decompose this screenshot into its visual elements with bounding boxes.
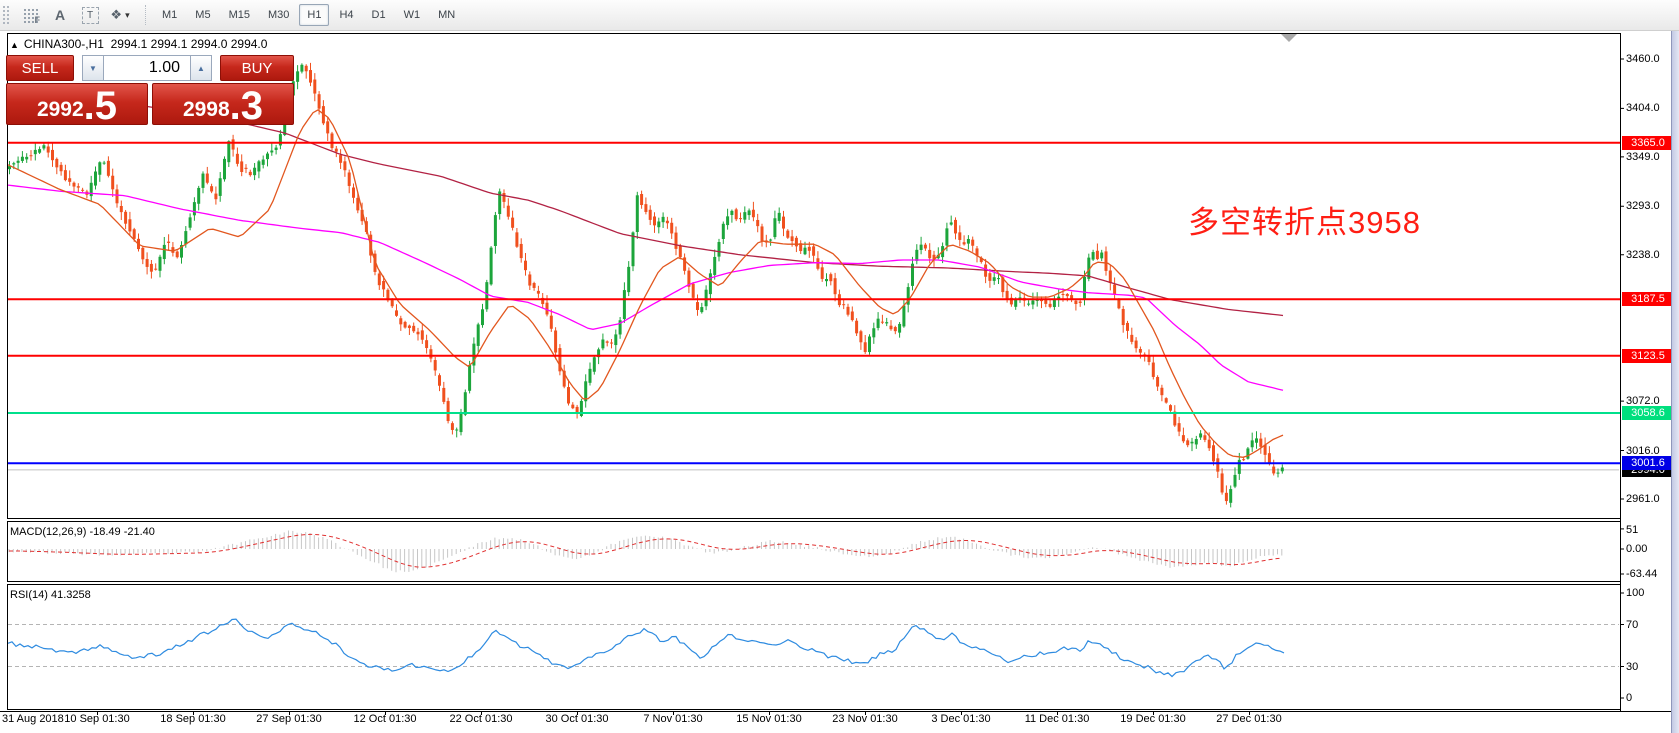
symbols-grid-icon[interactable]: F <box>18 4 42 26</box>
bid-pips: .5 <box>83 84 118 128</box>
timeframe-button-m5[interactable]: M5 <box>195 9 211 21</box>
toolbar-divider <box>145 5 147 25</box>
timeframe-button-mn[interactable]: MN <box>438 9 456 21</box>
timeframe-button-m15[interactable]: M15 <box>228 9 250 21</box>
bid-main: 2992 <box>36 98 84 121</box>
timeframe-button-m30[interactable]: M30 <box>267 9 290 21</box>
bid-price-panel[interactable]: 2992 .5 <box>6 83 148 128</box>
label-tool-icon[interactable]: T <box>78 4 102 26</box>
dropdown-caret-icon: ▾ <box>125 9 130 20</box>
volume-down-button[interactable]: ▼ <box>82 55 104 81</box>
down-arrow-icon: ▼ <box>89 63 97 73</box>
volume-up-button[interactable]: ▲ <box>190 55 212 81</box>
panel-splitter-main-macd[interactable] <box>0 517 1672 521</box>
timeframe-button-h4[interactable]: H4 <box>339 9 354 21</box>
one-click-trading-panel: SELL ▼ 1.00 ▲ BUY 2992 .5 2998 .3 <box>6 55 294 128</box>
up-arrow-icon: ▲ <box>197 63 205 73</box>
volume-input[interactable]: 1.00 <box>104 55 190 81</box>
toolbar-grip[interactable] <box>2 5 11 25</box>
timeframe-button-d1[interactable]: D1 <box>371 9 386 21</box>
timeframe-buttons: M1 M5 M15 M30 H1 H4 D1 W1 MN <box>153 4 464 26</box>
scroll-marker-icon[interactable] <box>1281 34 1297 42</box>
text-tool-icon[interactable]: A <box>54 7 66 23</box>
ask-price-panel[interactable]: 2998 .3 <box>152 83 294 128</box>
window-right-edge[interactable] <box>1671 31 1679 733</box>
toolbar: F A T ❖ ▾ M1 M5 M15 M30 H1 H4 D1 W1 MN <box>0 0 1679 31</box>
panel-splitter-macd-rsi[interactable] <box>0 580 1672 584</box>
timeframe-button-m1[interactable]: M1 <box>162 9 178 21</box>
grid-dots-icon <box>22 7 38 23</box>
shapes-tool-icon[interactable]: ❖ ▾ <box>110 7 130 22</box>
buy-button[interactable]: BUY <box>220 55 294 81</box>
timeframe-button-w1[interactable]: W1 <box>403 9 421 21</box>
ask-pips: .3 <box>229 84 264 128</box>
timeframe-button-h1[interactable]: H1 <box>299 4 330 26</box>
ask-main: 2998 <box>182 98 230 121</box>
sell-button[interactable]: SELL <box>6 55 74 81</box>
